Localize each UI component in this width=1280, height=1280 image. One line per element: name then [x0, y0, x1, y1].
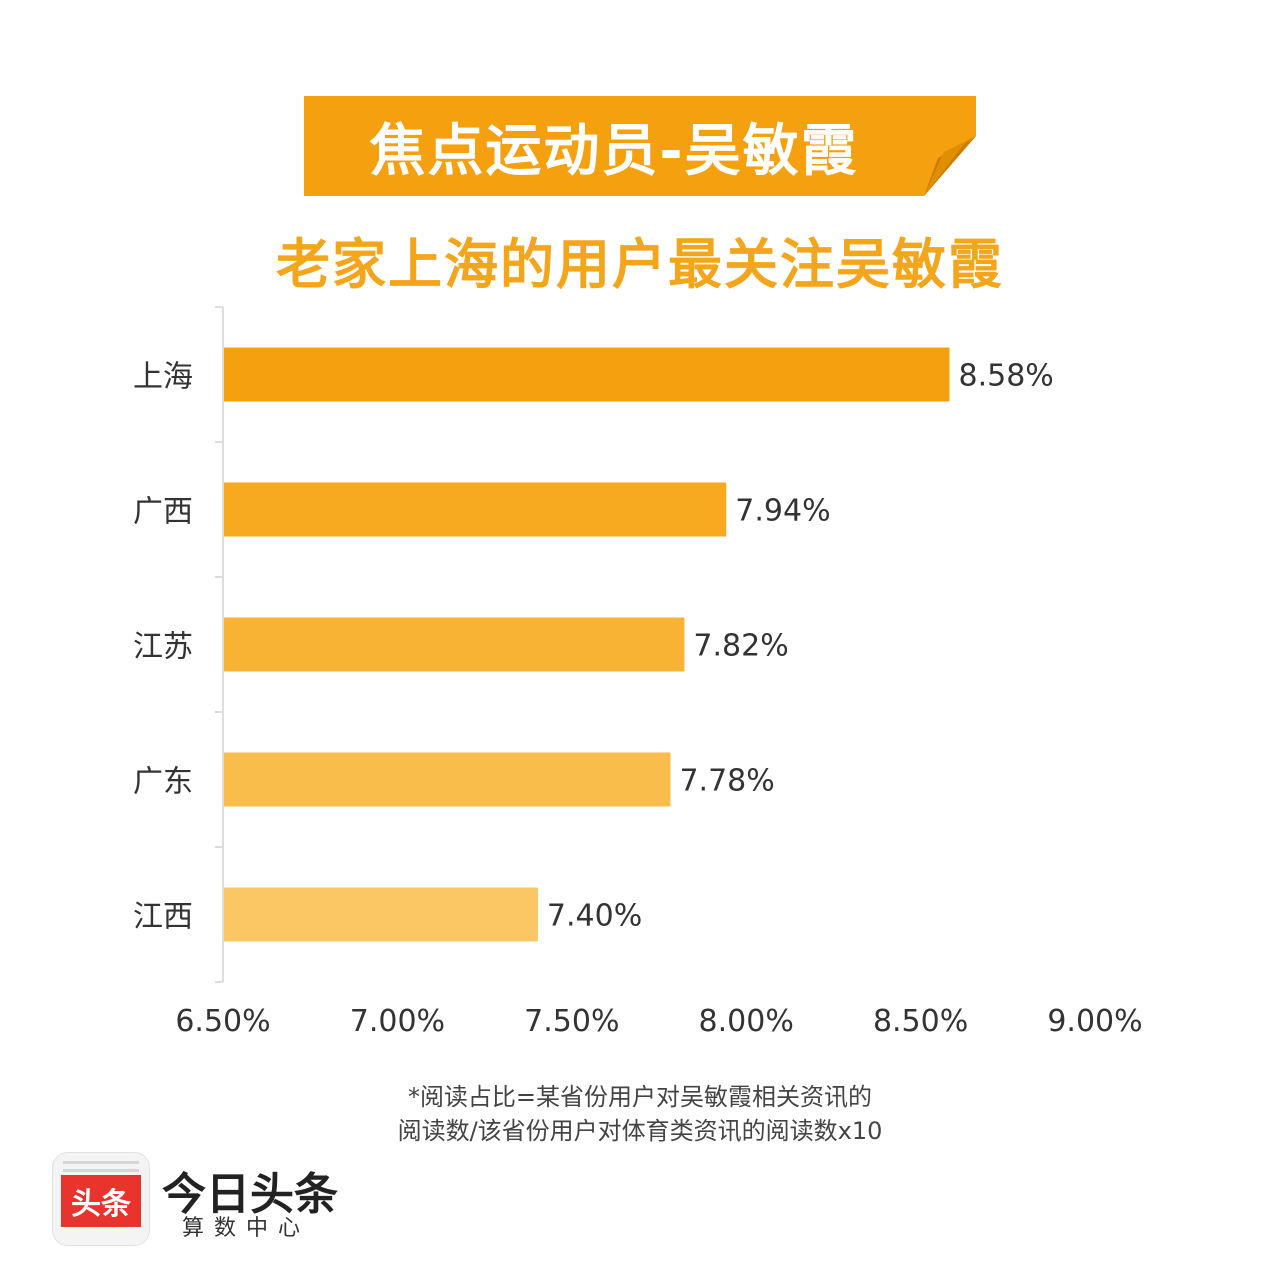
x-tick-label: 6.50% [175, 1004, 270, 1039]
footnote-line-2: 阅读数/该省份用户对体育类资讯的阅读数x10 [397, 1117, 883, 1145]
x-tick-label: 7.50% [524, 1004, 619, 1039]
category-label: 上海 [133, 360, 193, 395]
brand-subtitle: 算数中心 [182, 1216, 311, 1241]
bar [224, 347, 950, 402]
banner-title: 焦点运动员-吴敏霞 [369, 118, 859, 184]
bar [224, 617, 685, 672]
category-label: 江西 [133, 900, 193, 935]
bar [224, 482, 727, 537]
x-tick-label: 8.50% [873, 1004, 968, 1039]
bar [224, 752, 671, 807]
data-label: 8.58% [959, 359, 1054, 394]
x-tick-label: 7.00% [350, 1004, 445, 1039]
bar-chart: 上海 8.58% 广西 7.94% 江苏 7.82% 广东 7.78% 江西 7.40% 6.50%… [133, 306, 1143, 1039]
banner-shape [304, 96, 976, 196]
x-tick-label: 8.00% [699, 1004, 794, 1039]
category-label: 广西 [133, 495, 193, 530]
data-label: 7.82% [693, 629, 788, 664]
x-tick-label: 9.00% [1047, 1004, 1142, 1039]
toutiao-logo: 头条 [52, 1152, 150, 1246]
brand-name: 今日头条 [162, 1169, 338, 1220]
logo-lines [63, 1161, 139, 1177]
data-label: 7.78% [679, 764, 774, 799]
data-label: 7.94% [735, 494, 830, 529]
category-label: 江苏 [133, 630, 193, 665]
chart-subtitle: 老家上海的用户最关注吴敏霞 [276, 233, 1004, 296]
category-label: 广东 [133, 765, 193, 800]
bar [224, 887, 538, 942]
logo-badge: 头条 [61, 1175, 141, 1227]
footnote-line-1: *阅读占比=某省份用户对吴敏霞相关资讯的 [407, 1083, 873, 1111]
title-banner: 焦点运动员-吴敏霞 [304, 96, 976, 196]
footnote: *阅读占比=某省份用户对吴敏霞相关资讯的 阅读数/该省份用户对体育类资讯的阅读数… [0, 1080, 1280, 1148]
data-label: 7.40% [547, 899, 642, 934]
